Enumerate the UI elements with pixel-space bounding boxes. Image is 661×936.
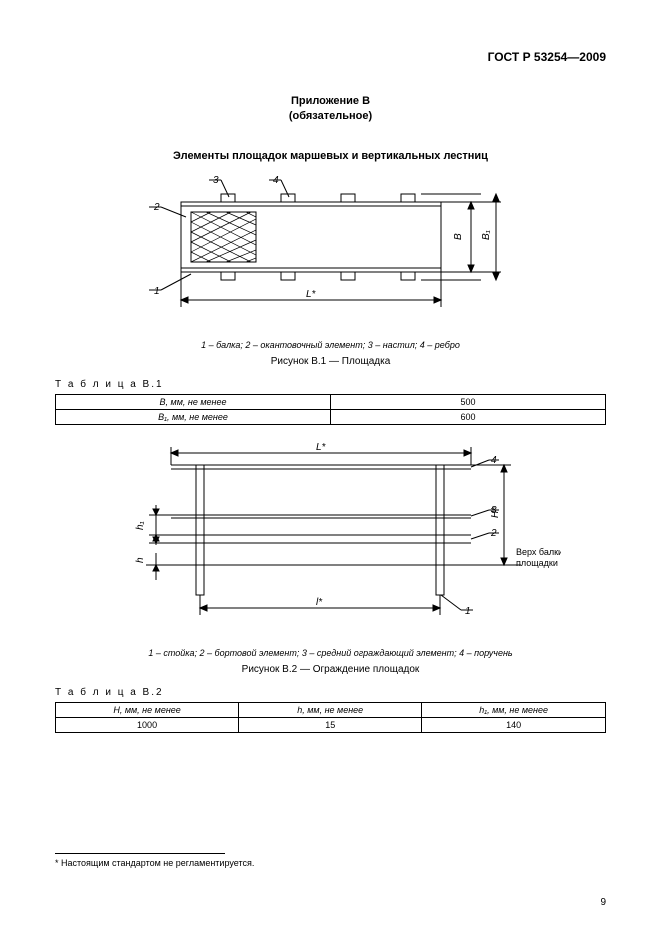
fig2-dim-L: L* xyxy=(316,442,327,453)
table-cell: 15 xyxy=(239,717,422,732)
fig2-callout-3: 3 xyxy=(491,505,497,516)
appendix-heading: Приложение В (обязательное) xyxy=(55,94,606,125)
appendix-title: Приложение В xyxy=(55,94,606,109)
table-header: H, мм, не менее xyxy=(56,702,239,717)
fig2-callout-1: 1 xyxy=(465,606,471,617)
fig1-dim-L: L* xyxy=(306,289,317,300)
document-id: ГОСТ Р 53254—2009 xyxy=(55,50,606,64)
figure-b2-legend: 1 – стойка; 2 – бортовой элемент; 3 – ср… xyxy=(55,648,606,658)
fig2-callout-4: 4 xyxy=(491,455,497,466)
table-cell: 600 xyxy=(331,409,606,424)
table-row: H, мм, не менее h, мм, не менее h₁, мм, … xyxy=(56,702,606,717)
footnote-rule xyxy=(55,853,225,854)
fig1-callout-4: 4 xyxy=(273,175,279,186)
fig1-dim-B: В xyxy=(453,233,464,240)
figure-b2: L* l* H* h₁ h 4 3 2 1 Верх балки площадк… xyxy=(101,435,561,640)
fig2-note-line1: Верх балки xyxy=(516,547,561,557)
table-cell: 140 xyxy=(422,717,606,732)
table-b2: H, мм, не менее h, мм, не менее h₁, мм, … xyxy=(55,702,606,733)
fig1-dim-B1: В₁ xyxy=(481,230,492,240)
fig1-callout-1: 1 xyxy=(154,286,160,297)
fig2-callout-2: 2 xyxy=(490,528,497,539)
table-b1: В, мм, не менее 500 В₁, мм, не менее 600 xyxy=(55,394,606,425)
table-row: В, мм, не менее 500 xyxy=(56,394,606,409)
fig2-note-line2: площадки xyxy=(516,558,558,568)
table-cell: В₁, мм, не менее xyxy=(56,409,331,424)
figure-b1-legend: 1 – балка; 2 – окантовочный элемент; 3 –… xyxy=(55,340,606,350)
table-row: В₁, мм, не менее 600 xyxy=(56,409,606,424)
table-cell: В, мм, не менее xyxy=(56,394,331,409)
table-b1-label: Т а б л и ц а В.1 xyxy=(55,379,606,390)
appendix-subtitle: (обязательное) xyxy=(55,109,606,124)
fig2-dim-h1: h₁ xyxy=(135,521,146,530)
table-header: h, мм, не менее xyxy=(239,702,422,717)
table-cell: 1000 xyxy=(56,717,239,732)
figure-b1: 1 2 3 4 L* В В₁ xyxy=(121,172,541,332)
fig2-dim-h: h xyxy=(135,557,146,563)
fig1-callout-3: 3 xyxy=(213,175,219,186)
page-number: 9 xyxy=(600,897,606,908)
figure-b2-caption: Рисунок В.2 — Ограждение площадок xyxy=(55,664,606,675)
section-title: Элементы площадок маршевых и вертикальны… xyxy=(55,150,606,162)
table-cell: 500 xyxy=(331,394,606,409)
figure-b1-caption: Рисунок В.1 — Площадка xyxy=(55,356,606,367)
table-b2-label: Т а б л и ц а В.2 xyxy=(55,687,606,698)
fig1-callout-2: 2 xyxy=(153,202,160,213)
table-header: h₁, мм, не менее xyxy=(422,702,606,717)
table-row: 1000 15 140 xyxy=(56,717,606,732)
footnote: * Настоящим стандартом не регламентирует… xyxy=(55,858,606,868)
fig2-dim-l: l* xyxy=(316,597,323,608)
